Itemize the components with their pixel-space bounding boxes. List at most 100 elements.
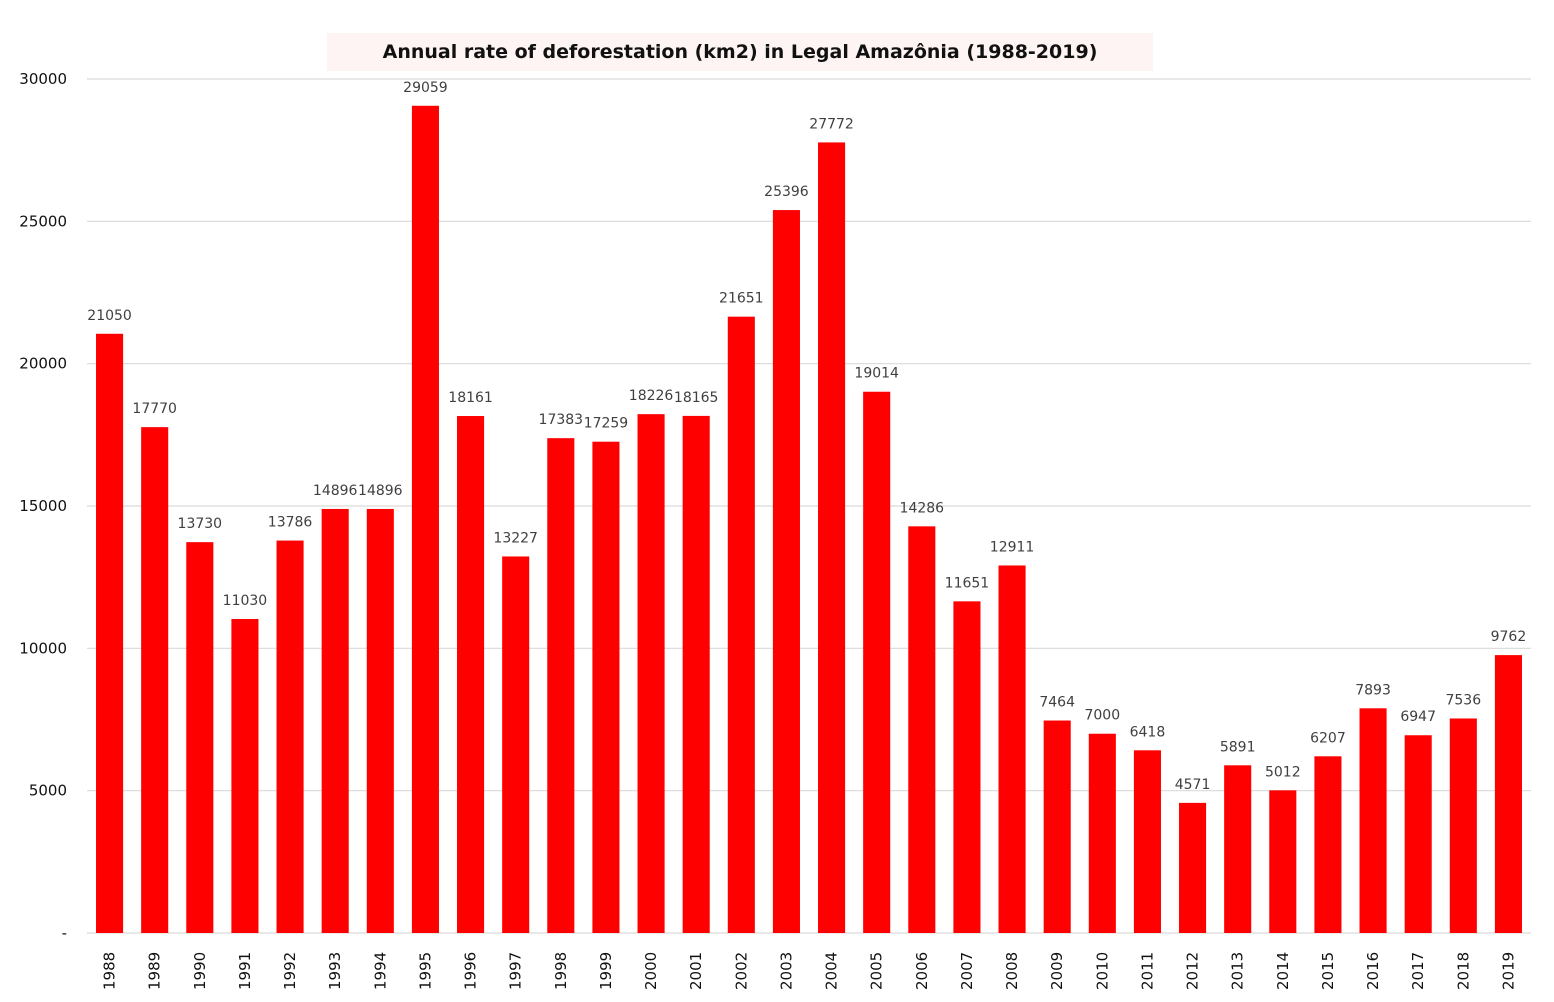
- bar-2016: [1359, 708, 1387, 933]
- data-label-2012: 4571: [1175, 777, 1211, 793]
- bar-2002: [727, 316, 755, 933]
- y-tick-label: -: [62, 924, 67, 942]
- data-label-2013: 5891: [1220, 739, 1256, 755]
- bar-1997: [502, 556, 530, 933]
- bar-1993: [321, 508, 349, 933]
- x-tick-label-2013: 2013: [1229, 952, 1247, 990]
- x-tick-label-2014: 2014: [1274, 952, 1292, 990]
- x-tick-label-1997: 1997: [507, 952, 525, 990]
- data-label-2014: 5012: [1265, 764, 1301, 780]
- x-tick-label-2005: 2005: [868, 952, 886, 990]
- bar-2011: [1133, 750, 1161, 933]
- data-label-1998: 17383: [539, 412, 584, 428]
- x-tick-label-2010: 2010: [1093, 952, 1111, 990]
- bar-1999: [592, 441, 620, 933]
- chart-title-box: Annual rate of deforestation (km2) in Le…: [327, 33, 1153, 71]
- x-tick-label-2004: 2004: [823, 952, 841, 990]
- data-label-2008: 12911: [990, 539, 1035, 555]
- data-label-2017: 6947: [1400, 709, 1436, 725]
- bar-2006: [908, 526, 936, 933]
- data-label-2018: 7536: [1445, 692, 1481, 708]
- x-tick-label-1999: 1999: [597, 952, 615, 990]
- data-label-2010: 7000: [1084, 708, 1120, 724]
- bar-2009: [1043, 720, 1071, 933]
- bar-1989: [141, 427, 169, 933]
- data-label-1995: 29059: [403, 80, 448, 96]
- data-label-2016: 7893: [1355, 682, 1391, 698]
- bar-2005: [863, 391, 891, 933]
- x-tick-label-2001: 2001: [687, 952, 705, 990]
- bar-2003: [772, 210, 800, 933]
- bar-2010: [1088, 733, 1116, 933]
- x-tick-label-2006: 2006: [913, 952, 931, 990]
- chart-title: Annual rate of deforestation (km2) in Le…: [382, 41, 1098, 63]
- data-label-2006: 14286: [900, 500, 945, 516]
- data-label-1988: 21050: [87, 308, 132, 324]
- x-tick-label-1992: 1992: [281, 952, 299, 990]
- x-tick-label-2016: 2016: [1364, 952, 1382, 990]
- bar-2018: [1449, 718, 1477, 933]
- x-tick-label-1988: 1988: [101, 952, 119, 990]
- x-tick-label-2015: 2015: [1319, 952, 1337, 990]
- data-label-2009: 7464: [1039, 695, 1075, 711]
- bar-2015: [1314, 756, 1342, 933]
- bar-2004: [818, 142, 846, 934]
- data-label-1989: 17770: [132, 401, 177, 417]
- x-tick-label-2019: 2019: [1499, 952, 1517, 990]
- y-tick-label: 25000: [19, 212, 67, 230]
- x-tick-label-1993: 1993: [326, 952, 344, 990]
- bar-2014: [1269, 790, 1297, 933]
- x-tick-label-2012: 2012: [1184, 952, 1202, 990]
- bars: [96, 105, 1522, 934]
- data-label-2011: 6418: [1130, 724, 1166, 740]
- bar-1990: [186, 542, 214, 933]
- bar-1998: [547, 438, 575, 933]
- data-label-2004: 27772: [809, 116, 854, 132]
- bar-1994: [366, 508, 394, 933]
- bar-1988: [96, 333, 124, 933]
- data-label-1992: 13786: [268, 515, 313, 531]
- bar-2017: [1404, 735, 1432, 933]
- x-tick-label-1991: 1991: [236, 952, 254, 990]
- x-tick-label-1996: 1996: [462, 952, 480, 990]
- y-tick-label: 20000: [19, 355, 67, 373]
- data-label-1996: 18161: [448, 390, 493, 406]
- bar-2012: [1179, 802, 1207, 933]
- data-label-1991: 11030: [223, 593, 268, 609]
- data-label-1993: 14896: [313, 483, 358, 499]
- x-tick-label-2017: 2017: [1409, 952, 1427, 990]
- x-tick-label-1995: 1995: [416, 952, 434, 990]
- x-tick-label-2002: 2002: [732, 952, 750, 990]
- y-axis: - 5000 10000 15000 20000 25000 30000: [19, 70, 67, 942]
- x-tick-label-1998: 1998: [552, 952, 570, 990]
- y-tick-label: 5000: [29, 782, 67, 800]
- x-axis: 1988 1989 1990 1991 1992 1993 1994 1995 1996 1997…: [101, 952, 1518, 990]
- data-label-2015: 6207: [1310, 730, 1346, 746]
- bar-1992: [276, 540, 304, 933]
- x-tick-label-2007: 2007: [958, 952, 976, 990]
- bar-1995: [411, 105, 439, 934]
- x-tick-label-2009: 2009: [1048, 952, 1066, 990]
- x-tick-label-1994: 1994: [371, 952, 389, 990]
- bar-2007: [953, 601, 981, 933]
- bar-2019: [1494, 655, 1522, 933]
- bar-1991: [231, 619, 259, 933]
- x-tick-label-2008: 2008: [1003, 952, 1021, 990]
- data-label-2005: 19014: [854, 366, 899, 382]
- bar-1996: [457, 416, 485, 934]
- data-label-2000: 18226: [629, 388, 674, 404]
- bar-2000: [637, 414, 665, 934]
- x-tick-label-1990: 1990: [191, 952, 209, 990]
- x-tick-label-2011: 2011: [1138, 952, 1156, 990]
- x-tick-label-1989: 1989: [146, 952, 164, 990]
- y-tick-label: 10000: [19, 639, 67, 657]
- data-label-1994: 14896: [358, 483, 403, 499]
- data-label-2002: 21651: [719, 291, 764, 307]
- x-tick-label-2018: 2018: [1454, 952, 1472, 990]
- bar-2001: [682, 415, 710, 933]
- x-tick-label-2003: 2003: [777, 952, 795, 990]
- y-tick-label: 15000: [19, 497, 67, 515]
